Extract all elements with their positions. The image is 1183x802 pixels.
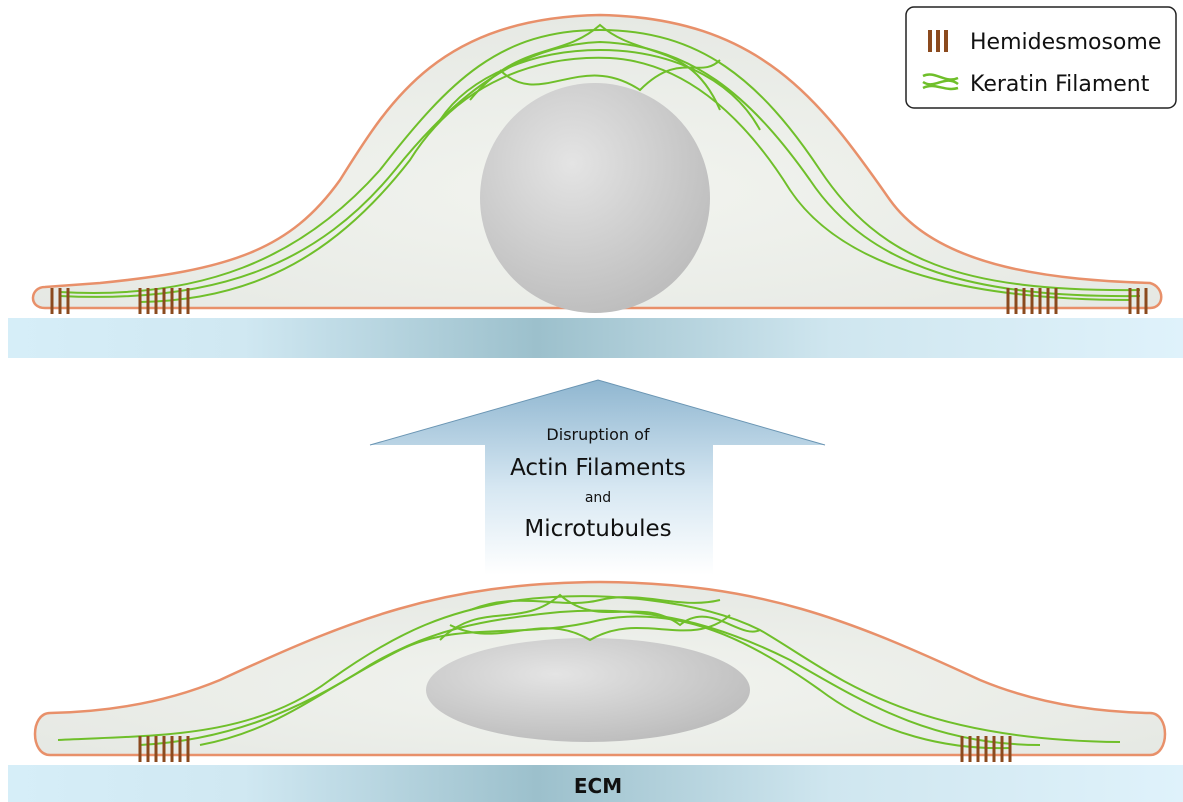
arrow-text: and <box>585 490 611 506</box>
arrow-text: Disruption of <box>546 425 650 444</box>
page: Hemidesmosome Keratin Filament Disruptio… <box>0 0 1183 802</box>
nucleus-bottom <box>426 638 750 742</box>
nucleus-top <box>480 83 710 313</box>
arrow-text: Actin Filaments <box>510 455 686 481</box>
ecm-bar <box>8 318 1183 358</box>
arrow-text: Microtubules <box>524 516 671 542</box>
legend-label: Keratin Filament <box>970 72 1150 97</box>
legend-label: Hemidesmosome <box>970 30 1161 55</box>
diagram: Hemidesmosome Keratin Filament Disruptio… <box>0 0 1183 802</box>
ecm-label: ECM <box>574 774 622 798</box>
